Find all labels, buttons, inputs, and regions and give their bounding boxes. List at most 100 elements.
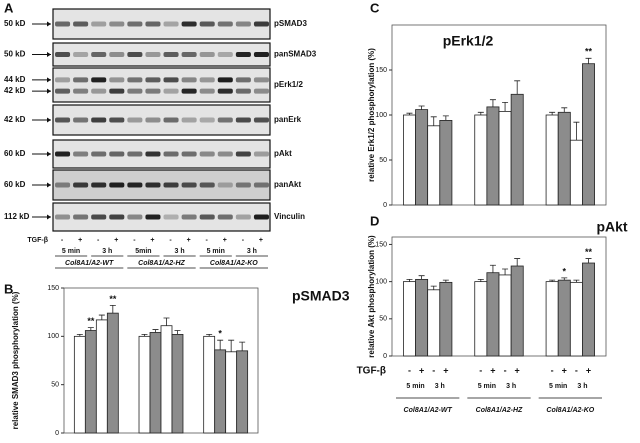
time-label: 3 h bbox=[577, 383, 587, 390]
blot-name: panErk bbox=[274, 115, 302, 124]
time-label: 3 h bbox=[506, 383, 516, 390]
band bbox=[253, 214, 269, 220]
band bbox=[163, 214, 179, 220]
treatment-label: TGF-β bbox=[27, 237, 48, 244]
band bbox=[55, 151, 71, 157]
arrow-head bbox=[47, 77, 51, 83]
arrow-head bbox=[47, 21, 51, 27]
bar bbox=[95, 319, 108, 434]
error-bar bbox=[406, 112, 413, 115]
bar bbox=[203, 335, 216, 434]
time-label: 5 min bbox=[406, 383, 424, 390]
bar bbox=[439, 281, 453, 357]
band bbox=[253, 88, 269, 94]
bar bbox=[403, 281, 416, 357]
bar bbox=[498, 111, 512, 206]
band bbox=[181, 214, 197, 220]
arrow-head bbox=[47, 117, 51, 123]
blot-name: pErk1/2 bbox=[274, 80, 303, 89]
error-bar bbox=[549, 111, 556, 115]
error-bar bbox=[477, 278, 484, 282]
band bbox=[145, 214, 161, 220]
band bbox=[145, 52, 161, 57]
band bbox=[145, 77, 161, 83]
band bbox=[181, 88, 197, 94]
band bbox=[91, 117, 107, 123]
treatment-sign: - bbox=[169, 237, 172, 244]
band bbox=[91, 151, 107, 157]
treatment-sign: + bbox=[223, 237, 227, 244]
time-label: 3 h bbox=[247, 248, 257, 255]
band bbox=[181, 77, 197, 83]
band bbox=[217, 77, 233, 83]
arrow-head bbox=[47, 151, 51, 157]
band bbox=[127, 77, 143, 83]
bar bbox=[403, 114, 416, 206]
y-tick-label: 150 bbox=[47, 285, 59, 292]
error-bar bbox=[418, 275, 425, 280]
error-bar bbox=[489, 99, 496, 107]
blot-panel bbox=[52, 42, 271, 67]
band bbox=[181, 21, 197, 27]
y-tick-label: 150 bbox=[375, 241, 387, 248]
band bbox=[181, 117, 197, 123]
time-label: 5 min bbox=[478, 383, 496, 390]
time-label: 5min bbox=[135, 248, 151, 255]
band bbox=[181, 182, 197, 188]
error-bar bbox=[87, 327, 94, 331]
marker-label: 60 kD bbox=[4, 149, 26, 158]
band bbox=[217, 151, 233, 157]
blot-name: pSMAD3 bbox=[274, 19, 307, 28]
bar bbox=[106, 312, 119, 434]
band bbox=[235, 21, 251, 27]
error-bar bbox=[442, 115, 449, 121]
band bbox=[109, 117, 125, 123]
band bbox=[91, 88, 107, 94]
band bbox=[199, 52, 215, 57]
band bbox=[235, 52, 251, 57]
band bbox=[199, 77, 215, 83]
band bbox=[73, 214, 89, 220]
treatment-sign: - bbox=[575, 365, 578, 375]
band bbox=[199, 182, 215, 188]
arrow-head bbox=[47, 214, 51, 220]
treatment-sign: + bbox=[259, 237, 263, 244]
band bbox=[73, 117, 89, 123]
significance: * bbox=[563, 266, 567, 276]
band bbox=[109, 182, 125, 188]
error-bar bbox=[206, 334, 213, 337]
group-label: Col8A1/A2-HZ bbox=[138, 260, 185, 267]
group-label: Col8A1/A2-WT bbox=[65, 260, 114, 267]
error-bar bbox=[228, 339, 235, 352]
group-label: Col8A1/A2-HZ bbox=[476, 407, 523, 414]
band bbox=[217, 182, 233, 188]
bar bbox=[582, 262, 595, 357]
band bbox=[73, 151, 89, 157]
bar bbox=[569, 139, 583, 206]
band bbox=[235, 77, 251, 83]
error-bar bbox=[163, 317, 170, 326]
bar bbox=[415, 109, 429, 206]
error-bar bbox=[109, 305, 116, 314]
band bbox=[145, 151, 161, 157]
band bbox=[73, 77, 89, 83]
bar bbox=[545, 281, 559, 357]
band bbox=[73, 52, 89, 57]
band bbox=[199, 21, 215, 27]
treatment-sign: - bbox=[206, 237, 209, 244]
band bbox=[163, 151, 179, 157]
band bbox=[91, 21, 107, 27]
error-bar bbox=[489, 264, 496, 273]
bar bbox=[138, 335, 151, 434]
marker-label: 44 kD bbox=[4, 75, 26, 84]
bar bbox=[214, 349, 227, 434]
band bbox=[127, 182, 143, 188]
significance: * bbox=[218, 329, 222, 339]
band bbox=[217, 21, 233, 27]
time-label: 5 min bbox=[62, 248, 80, 255]
y-tick-label: 0 bbox=[383, 353, 387, 360]
band bbox=[217, 88, 233, 94]
band bbox=[253, 52, 269, 57]
y-tick-label: 0 bbox=[383, 202, 387, 209]
marker-label: 50 kD bbox=[4, 19, 26, 28]
